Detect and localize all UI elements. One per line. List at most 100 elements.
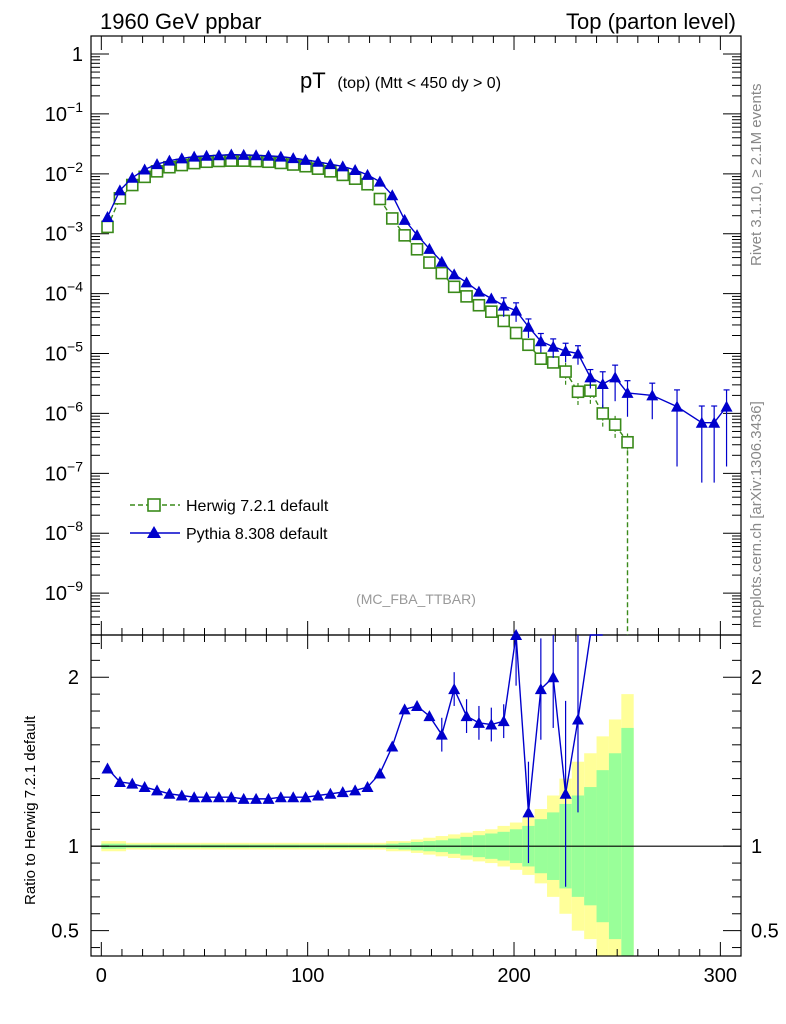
pythia-point bbox=[609, 371, 622, 383]
ratio-point bbox=[188, 791, 201, 803]
pythia-point bbox=[485, 292, 498, 304]
pythia-point bbox=[225, 148, 238, 160]
ratio-point bbox=[274, 791, 287, 803]
ratio-point bbox=[287, 791, 300, 803]
pythia-point bbox=[460, 276, 473, 288]
legend-pythia-label: Pythia 8.308 default bbox=[186, 526, 328, 543]
y-tick-label-base: 10 bbox=[45, 164, 67, 186]
pythia-point bbox=[188, 150, 201, 162]
ratio-y-tick-label-left: 1 bbox=[68, 836, 79, 858]
y-tick-label-exp: −3 bbox=[67, 219, 83, 235]
ratio-frame bbox=[90, 634, 742, 957]
legend-herwig-label: Herwig 7.2.1 default bbox=[186, 498, 329, 515]
y-tick-label: 10−6 bbox=[45, 398, 83, 425]
pythia-point bbox=[720, 400, 733, 412]
ratio-axes: 0 100 200 300 0.5 0.5 1 1 2 2 bbox=[51, 634, 779, 987]
herwig-point bbox=[546, 356, 560, 369]
ratio-point bbox=[175, 789, 188, 801]
herwig-point bbox=[423, 256, 436, 269]
legend-pythia-marker bbox=[147, 526, 161, 538]
main-axes: 110−110−210−310−410−510−610−710−810−9 bbox=[45, 35, 742, 636]
mcplots-reference-label: mcplots.cern.ch [arXiv:1306.3436] bbox=[748, 401, 765, 628]
ratio-point bbox=[250, 792, 263, 804]
pythia-point bbox=[411, 229, 424, 241]
pythia-point bbox=[361, 168, 374, 180]
herwig-point bbox=[410, 242, 424, 256]
y-tick-label: 10−1 bbox=[45, 99, 83, 126]
pythia-point bbox=[163, 154, 176, 166]
y-tick-label-base: 10 bbox=[45, 403, 67, 425]
pythia-point bbox=[212, 149, 225, 161]
ratio-series bbox=[101, 629, 603, 887]
herwig-point bbox=[596, 407, 610, 420]
ratio-point bbox=[423, 710, 436, 722]
ratio-point bbox=[113, 775, 126, 787]
ratio-point bbox=[547, 671, 560, 683]
pythia-point bbox=[534, 335, 547, 347]
main-frame bbox=[90, 35, 742, 636]
ratio-y-tick-label-right: 0.5 bbox=[751, 921, 779, 943]
pythia-point bbox=[386, 189, 399, 201]
ratio-point bbox=[373, 767, 386, 779]
y-tick-label-exp: −5 bbox=[67, 339, 83, 355]
ratio-point bbox=[497, 715, 510, 727]
ratio-point bbox=[151, 784, 164, 796]
herwig-point bbox=[447, 280, 461, 294]
pythia-point bbox=[200, 149, 213, 161]
pythia-point bbox=[113, 184, 126, 196]
ratio-point bbox=[411, 699, 424, 711]
y-tick-label-exp: −2 bbox=[67, 159, 83, 175]
herwig-point bbox=[361, 177, 374, 191]
y-tick-label: 10−7 bbox=[45, 458, 83, 485]
ratio-point bbox=[534, 683, 547, 695]
x-tick-label: 200 bbox=[497, 965, 530, 987]
plot-title-main: pT bbox=[300, 68, 325, 93]
ratio-point bbox=[522, 806, 535, 818]
herwig-point bbox=[398, 229, 411, 242]
y-tick-label-exp: −9 bbox=[67, 578, 83, 594]
ratio-point bbox=[398, 703, 411, 715]
y-tick-label-base: 10 bbox=[45, 463, 67, 485]
y-tick-label: 10−3 bbox=[45, 219, 83, 246]
pythia-point bbox=[646, 389, 659, 401]
rivet-version-label: Rivet 3.1.10, ≥ 2.1M events bbox=[748, 84, 765, 267]
ratio-point bbox=[163, 787, 176, 799]
ratio-point bbox=[448, 683, 461, 695]
y-tick-label-base: 10 bbox=[45, 224, 67, 246]
pythia-point bbox=[423, 242, 436, 254]
herwig-point bbox=[460, 290, 473, 303]
herwig-point bbox=[608, 418, 622, 431]
y-tick-label: 10−9 bbox=[45, 578, 83, 605]
ratio-point bbox=[126, 777, 139, 789]
y-tick-label-base: 10 bbox=[45, 344, 67, 366]
ratio-point bbox=[386, 740, 399, 752]
pythia-point bbox=[497, 299, 510, 311]
pythia-point bbox=[559, 345, 572, 357]
pythia-point bbox=[671, 400, 684, 412]
y-tick-label-exp: −7 bbox=[67, 458, 83, 474]
legend-herwig-marker bbox=[147, 498, 161, 512]
legend: Herwig 7.2.1 default Pythia 8.308 defaul… bbox=[130, 498, 329, 543]
y-tick-label-base: 10 bbox=[45, 583, 67, 605]
band-green-bin bbox=[621, 727, 634, 956]
analysis-watermark: (MC_FBA_TTBAR) bbox=[356, 591, 476, 607]
pythia-point bbox=[547, 340, 560, 352]
ratio-y-tick-label-left: 0.5 bbox=[51, 921, 79, 943]
ratio-point bbox=[460, 710, 473, 722]
plot-title-sub: (top) (Mtt < 450 dy > 0) bbox=[337, 75, 501, 92]
pythia-point bbox=[274, 150, 287, 162]
y-tick-label: 10−4 bbox=[45, 279, 83, 306]
herwig-point bbox=[385, 212, 399, 225]
pythia-point bbox=[336, 160, 349, 172]
pythia-point bbox=[299, 153, 312, 165]
y-tick-label-base: 10 bbox=[45, 284, 67, 306]
ratio-axis-label: Ratio to Herwig 7.2.1 default bbox=[22, 715, 39, 905]
herwig-point bbox=[472, 298, 486, 312]
y-tick-label: 10−2 bbox=[45, 159, 83, 186]
pythia-point bbox=[237, 148, 250, 160]
x-tick-label: 0 bbox=[96, 965, 107, 987]
ratio-point bbox=[200, 791, 213, 803]
ratio-point bbox=[571, 713, 584, 725]
pythia-point bbox=[584, 371, 597, 383]
